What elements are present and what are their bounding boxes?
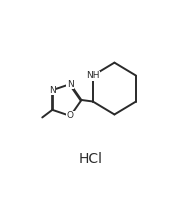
Text: HCl: HCl bbox=[79, 152, 103, 167]
Text: N: N bbox=[49, 86, 56, 95]
Text: NH: NH bbox=[86, 71, 100, 80]
Text: O: O bbox=[67, 111, 74, 120]
Text: N: N bbox=[67, 80, 74, 89]
